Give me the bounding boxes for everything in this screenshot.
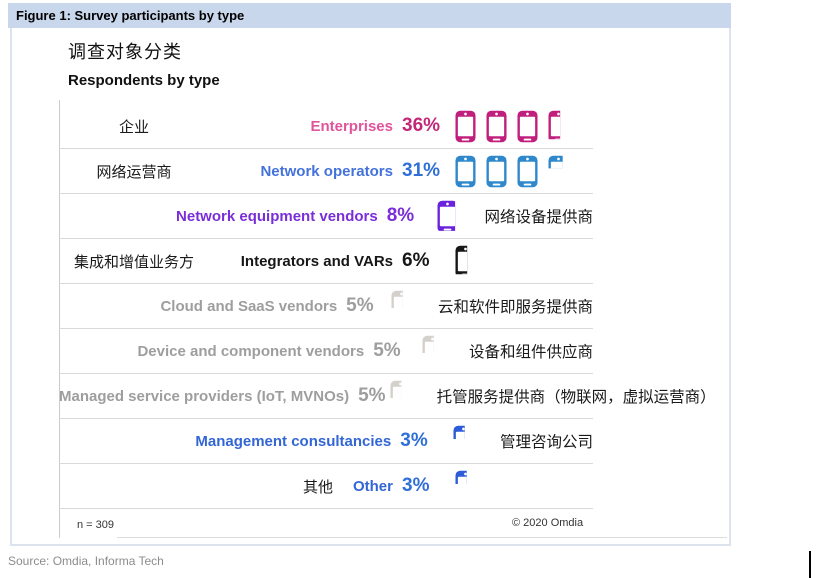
text-cursor-artifact <box>809 551 811 578</box>
row-percent-value: 36% <box>402 115 441 136</box>
row-label-chinese-left: 集成和增值业务方 <box>73 253 194 271</box>
smartphone-icon <box>455 110 476 143</box>
row-label-chinese-left: 网络运营商 <box>96 163 172 181</box>
chart-row: 集成和增值业务方 Integrators and VARs 6% <box>59 239 593 284</box>
row-label-chinese-right: 设备和组件供应商 <box>468 344 593 361</box>
row-label-chinese-prefix: 其他 <box>302 478 333 496</box>
smartphone-partial-icon <box>390 380 411 413</box>
row-left-zone: 企业 Enterprises <box>59 104 393 148</box>
row-label-english: Integrators and VARs <box>240 252 393 270</box>
chart-row: Managed service providers (IoT, MVNOs) 5… <box>59 374 716 419</box>
row-icon-array <box>422 335 443 368</box>
chart-row: Device and component vendors 5% 设备和组件供应商 <box>59 329 593 374</box>
row-left-zone: Network equipment vendors <box>59 194 378 238</box>
smartphone-partial-icon <box>391 290 412 323</box>
row-percent-value: 5% <box>358 385 386 406</box>
row-label-english: Management consultancies <box>195 432 392 450</box>
smartphone-partial-icon <box>422 335 443 368</box>
smartphone-icon <box>486 110 507 143</box>
row-icon-array <box>437 200 458 233</box>
chart-panel: 调查对象分类 Respondents by type 企业 Enterprise… <box>10 28 731 546</box>
chart-row: Cloud and SaaS vendors 5% 云和软件即服务提供商 <box>59 284 593 329</box>
row-left-zone: Device and component vendors <box>59 329 364 373</box>
row-label-english: Network equipment vendors <box>176 207 378 225</box>
row-label-chinese-right: 管理咨询公司 <box>499 434 593 451</box>
smartphone-icon <box>517 110 538 143</box>
row-label-english: Enterprises <box>310 117 393 135</box>
row-left-zone: 网络运营商 Network operators <box>59 149 393 193</box>
row-icon-array <box>390 380 411 413</box>
row-icon-array <box>455 155 569 188</box>
row-label-english: Network operators <box>260 162 393 180</box>
smartphone-icon <box>486 155 507 188</box>
row-icon-array <box>453 425 474 458</box>
row-label-english: Managed service providers (IoT, MVNOs) <box>59 387 350 405</box>
row-left-zone: Cloud and SaaS vendors <box>59 284 337 328</box>
chart-row: Management consultancies 3% 管理咨询公司 <box>59 419 593 464</box>
row-label-english: Other <box>352 477 393 495</box>
row-left-zone: Managed service providers (IoT, MVNOs) <box>59 374 349 418</box>
row-left-zone: 其他 Other <box>59 464 393 508</box>
row-label-chinese-right: 网络设备提供商 <box>484 209 593 226</box>
copyright-note: © 2020 Omdia <box>512 517 584 529</box>
figure-title: Figure 1: Survey participants by type <box>16 8 245 23</box>
row-icon-array <box>455 470 476 503</box>
smartphone-partial-icon <box>548 155 569 188</box>
smartphone-partial-icon <box>437 200 458 233</box>
sample-size-note: n = 309 <box>77 519 115 531</box>
row-icon-array <box>391 290 412 323</box>
row-label-chinese-right: 云和软件即服务提供商 <box>437 299 593 316</box>
chart-row: 其他 Other 3% <box>59 464 593 509</box>
row-left-zone: Management consultancies <box>59 419 391 463</box>
footer-divider <box>117 537 727 538</box>
chart-rows: 企业 Enterprises 36% 网络运营商 Network operato… <box>59 104 716 509</box>
row-label-english: Device and component vendors <box>137 342 365 360</box>
row-label-chinese-left: 企业 <box>118 118 149 136</box>
chart-row: 企业 Enterprises 36% <box>59 104 593 149</box>
chart-row: 网络运营商 Network operators 31% <box>59 149 593 194</box>
row-percent-value: 8% <box>386 205 415 226</box>
chart-row: Network equipment vendors 8% 网络设备提供商 <box>59 194 593 239</box>
smartphone-icon <box>517 155 538 188</box>
row-percent-value: 3% <box>400 430 428 451</box>
row-percent-value: 6% <box>402 250 430 271</box>
row-percent-value: 31% <box>402 160 441 181</box>
smartphone-partial-icon <box>455 245 476 278</box>
row-percent-value: 3% <box>402 475 430 496</box>
axis-spine <box>59 100 60 538</box>
row-icon-array <box>455 110 569 143</box>
smartphone-icon <box>455 155 476 188</box>
row-label-english: Cloud and SaaS vendors <box>160 297 338 315</box>
chart-title-english: Respondents by type <box>68 72 220 89</box>
source-caption: Source: Omdia, Informa Tech <box>8 554 164 568</box>
chart-title-chinese: 调查对象分类 <box>68 42 182 62</box>
figure-header: Figure 1: Survey participants by type <box>8 3 731 28</box>
row-icon-array <box>455 245 476 278</box>
row-percent-value: 5% <box>373 340 401 361</box>
smartphone-partial-icon <box>455 470 476 503</box>
smartphone-partial-icon <box>453 425 474 458</box>
row-left-zone: 集成和增值业务方 Integrators and VARs <box>59 239 393 283</box>
row-label-chinese-right: 托管服务提供商（物联网，虚拟运营商） <box>436 389 716 406</box>
smartphone-partial-icon <box>548 110 569 143</box>
row-percent-value: 5% <box>346 295 374 316</box>
